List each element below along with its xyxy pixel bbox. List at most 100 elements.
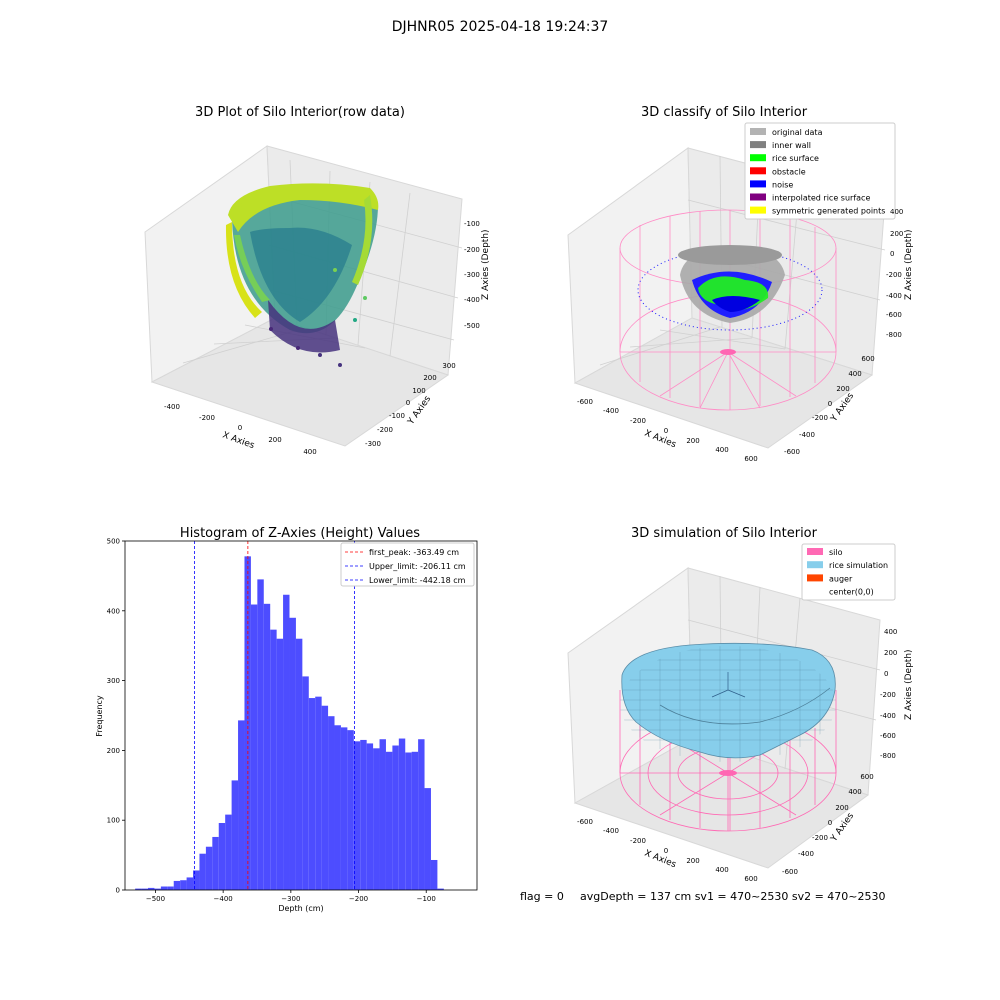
figure-title: DJHNR05 2025-04-18 19:24:37 [392, 19, 609, 35]
p4-xtick: 0 [664, 847, 668, 855]
panel-classify: 3D classify of Silo Interior [567, 105, 914, 463]
flag-text: flag = 0 [520, 890, 564, 903]
histogram-bar [231, 780, 239, 890]
histogram-bar [148, 887, 155, 890]
histogram-bar [173, 880, 181, 890]
p2-ztick: 400 [890, 208, 903, 216]
panel1-axis-ticks: -400 -200 0 200 400 -300 -200 -100 0 100… [164, 220, 480, 456]
panel4-axis-ticks: -600 -400 -200 0 200 400 600 -600 -400 -… [577, 628, 897, 883]
p1-ztick: -200 [464, 246, 480, 254]
legend-swatch [750, 141, 766, 149]
panel3-title: Histogram of Z-Axies (Height) Values [180, 526, 420, 541]
legend-swatch [750, 193, 766, 201]
p4-ztick: 0 [884, 670, 888, 678]
panel1-pane-floor [150, 317, 450, 447]
legend-label: obstacle [772, 167, 806, 176]
p1-zlabel: Z Axies (Depth) [481, 229, 491, 300]
p2-ytick: -600 [784, 448, 800, 456]
p2-ytick: 400 [848, 370, 861, 378]
histogram-bar [295, 638, 303, 890]
histogram-bar [218, 822, 226, 890]
legend-label: interpolated rice surface [772, 194, 870, 203]
panel2-center-marker [720, 349, 736, 355]
p4-ztick: 400 [884, 628, 897, 636]
panel1-title: 3D Plot of Silo Interior(row data) [195, 105, 405, 120]
histogram-bar [340, 727, 348, 890]
panel2-title: 3D classify of Silo Interior [641, 105, 808, 120]
panel-simulation: 3D simulation of Silo Interior [567, 526, 914, 883]
p2-ytick: -200 [812, 414, 828, 422]
p1-ztick: -400 [464, 296, 480, 304]
p2-ytick: -400 [799, 431, 815, 439]
p4-ytick: 600 [860, 773, 873, 781]
histogram-bar [353, 741, 361, 890]
legend-swatch [750, 154, 766, 162]
p1-xlabel: X Axies [221, 430, 256, 451]
histogram-bar [360, 739, 367, 890]
p2-xtick: 0 [664, 427, 668, 435]
histogram-legend-label: first_peak: -363.49 cm [369, 548, 459, 557]
p4-ytick: -400 [798, 850, 814, 858]
panel4-center-marker [719, 770, 737, 776]
p2-zlabel: Z Axies (Depth) [904, 229, 914, 300]
histogram-lines [194, 541, 355, 890]
panel4-legend [801, 543, 896, 601]
p1-ztick: -100 [464, 220, 480, 228]
p2-xtick: 200 [686, 437, 699, 445]
histogram-bar [193, 870, 200, 890]
histogram-ytick-label: 100 [107, 817, 120, 825]
histogram-bar [167, 886, 174, 890]
p2-ytick: 600 [861, 355, 874, 363]
histogram-legend [340, 542, 475, 587]
p4-xtick: -400 [603, 827, 619, 835]
legend-swatch [807, 561, 823, 569]
p1-ytick: 0 [406, 399, 410, 407]
histogram-bar [238, 720, 245, 890]
p2-ztick: -200 [886, 271, 902, 279]
histogram-bar [199, 853, 206, 890]
legend-swatch [750, 167, 766, 175]
histogram-bar [347, 730, 354, 890]
histogram-axes-frame [124, 540, 478, 891]
histogram-xlabel: Depth (cm) [278, 904, 323, 913]
histogram-bar [398, 738, 406, 890]
histogram-bar [205, 846, 213, 890]
panel4-title: 3D simulation of Silo Interior [631, 526, 818, 541]
p4-xtick: 200 [686, 857, 699, 865]
p1-ytick: -100 [389, 412, 405, 420]
legend-label: silo [829, 548, 843, 557]
p2-ztick: 200 [890, 230, 903, 238]
panel2-legend-entries: original data inner wall rice surface obsta… [750, 128, 885, 216]
p2-ztick: -400 [886, 292, 902, 300]
histogram-bar [257, 579, 264, 890]
histogram-bars [135, 556, 444, 890]
p4-xlabel: X Axies [643, 849, 678, 871]
p4-ztick: -600 [880, 732, 896, 740]
p4-ztick: -200 [880, 691, 896, 699]
legend-label: original data [772, 128, 823, 137]
legend-label: rice simulation [829, 561, 888, 570]
histogram-legend-label: Lower_limit: -442.18 cm [369, 576, 466, 585]
legend-label: center(0,0) [829, 588, 874, 597]
legend-swatch [750, 128, 766, 135]
p4-ytick: 400 [848, 788, 861, 796]
histogram-bar [379, 739, 386, 890]
histogram-bar [308, 698, 316, 890]
histogram-bar [283, 594, 290, 890]
histogram-bar [424, 788, 431, 890]
histogram-bar [328, 716, 335, 890]
p2-xtick: -200 [630, 417, 646, 425]
p2-xtick: 400 [715, 446, 728, 454]
histogram-bar [263, 603, 271, 890]
panel4-center-axes [711, 672, 746, 698]
histogram-bar [186, 877, 194, 890]
p4-xtick: -600 [577, 818, 593, 826]
histogram-bar [430, 859, 438, 890]
histogram-xtick-label: −200 [349, 895, 368, 903]
histogram-xtick-label: −300 [281, 895, 300, 903]
p1-ytick: 100 [412, 387, 425, 395]
panel2-pane-floor [573, 317, 874, 449]
histogram-bar [154, 888, 161, 890]
p4-ytick: 200 [835, 804, 848, 812]
p1-xtick: -400 [164, 403, 180, 411]
